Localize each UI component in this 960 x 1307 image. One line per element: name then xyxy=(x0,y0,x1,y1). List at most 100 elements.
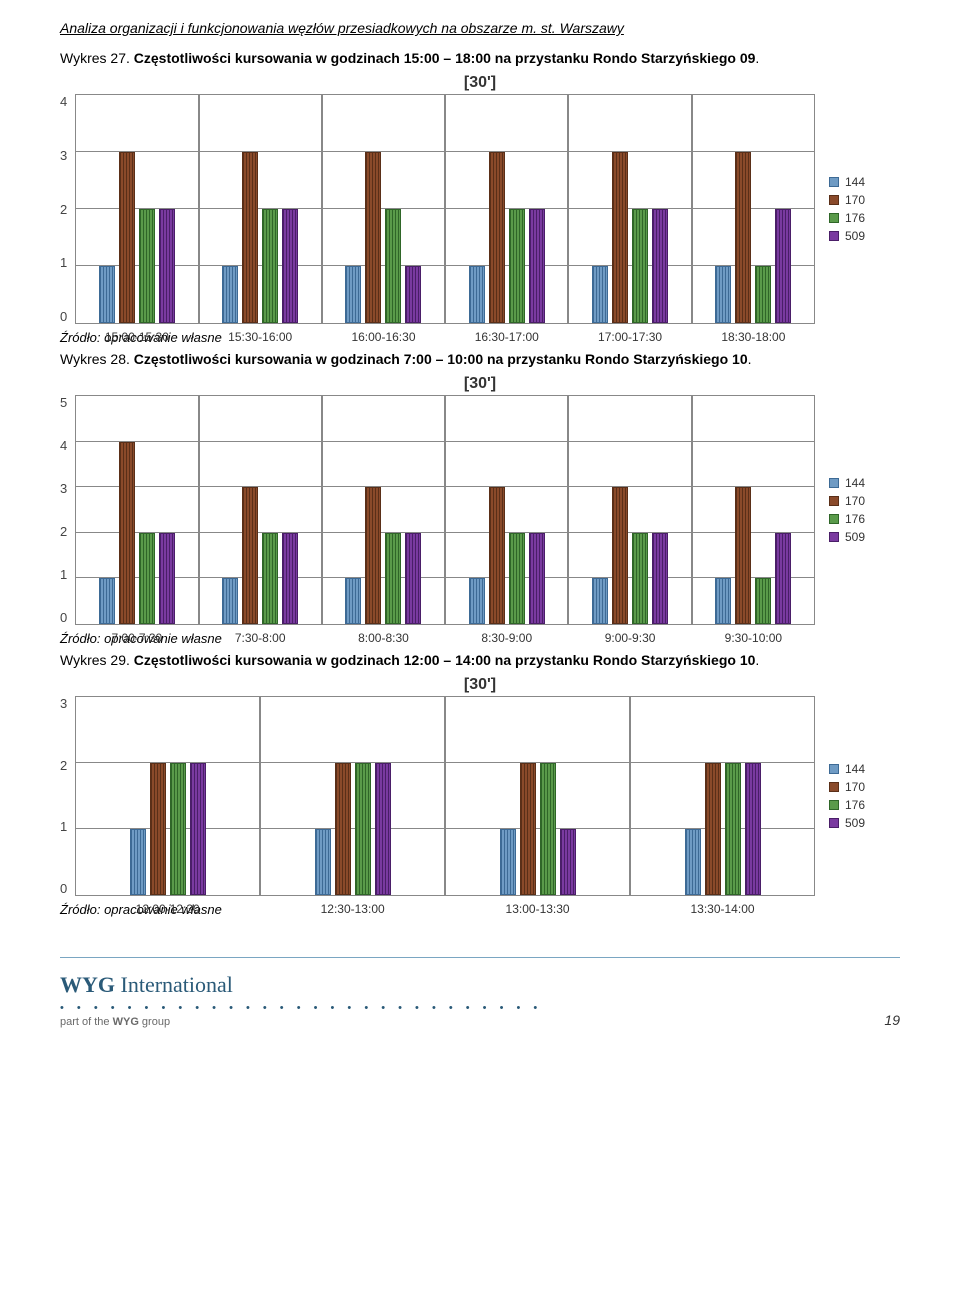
x-axis: 12:00-12:3012:30-13:0013:00-13:3013:30-1… xyxy=(75,902,815,916)
y-tick-label: 3 xyxy=(60,696,67,711)
legend-item: 144 xyxy=(829,175,900,189)
bar xyxy=(489,152,505,323)
bar xyxy=(242,487,258,624)
y-tick-label: 2 xyxy=(60,202,67,217)
bar xyxy=(130,829,146,895)
legend: 144 170 176 509 xyxy=(815,94,900,324)
bar-group xyxy=(693,95,814,323)
brand-rest: International xyxy=(115,972,233,997)
legend-swatch xyxy=(829,818,839,828)
legend-item: 509 xyxy=(829,816,900,830)
bar xyxy=(735,152,751,323)
bar xyxy=(159,533,175,624)
bar xyxy=(150,763,166,895)
legend-item: 170 xyxy=(829,494,900,508)
y-tick-label: 5 xyxy=(60,395,67,410)
legend-item: 176 xyxy=(829,798,900,812)
bar xyxy=(520,763,536,895)
brand: WYG International xyxy=(60,972,542,998)
bar xyxy=(262,209,278,323)
y-tick-label: 2 xyxy=(60,524,67,539)
bar-group xyxy=(446,697,631,895)
bar xyxy=(385,209,401,323)
x-axis: 15:00-15:3015:30-16:0016:00-16:3016:30-1… xyxy=(75,330,815,344)
legend-label: 509 xyxy=(845,229,865,243)
legend-item: 170 xyxy=(829,780,900,794)
x-tick-label: 7:00-7:30 xyxy=(75,631,198,645)
legend-swatch xyxy=(829,764,839,774)
bar-group xyxy=(76,396,199,624)
bar xyxy=(405,533,421,624)
x-tick-label: 16:00-16:30 xyxy=(322,330,445,344)
legend-label: 176 xyxy=(845,512,865,526)
bar xyxy=(242,152,258,323)
bar xyxy=(405,266,421,323)
page-footer: WYG International • • • • • • • • • • • … xyxy=(60,957,900,1028)
bar xyxy=(652,533,668,624)
bar xyxy=(755,578,771,624)
brand-dots: • • • • • • • • • • • • • • • • • • • • … xyxy=(60,1002,542,1014)
legend-item: 176 xyxy=(829,211,900,225)
y-axis: 3210 xyxy=(60,696,75,896)
legend-label: 170 xyxy=(845,780,865,794)
y-axis: 43210 xyxy=(60,94,75,324)
legend-swatch xyxy=(829,213,839,223)
bar-group xyxy=(631,697,814,895)
y-tick-label: 3 xyxy=(60,148,67,163)
bar xyxy=(632,209,648,323)
y-tick-label: 0 xyxy=(60,610,67,625)
chart-caption: Wykres 29. Częstotliwości kursowania w g… xyxy=(60,652,900,668)
legend-swatch xyxy=(829,496,839,506)
chart: [30']4321015:00-15:3015:30-16:0016:00-16… xyxy=(60,74,900,324)
y-tick-label: 1 xyxy=(60,819,67,834)
bar xyxy=(735,487,751,624)
subbrand-bold: WYG xyxy=(113,1016,139,1028)
footer-brand-block: WYG International • • • • • • • • • • • … xyxy=(60,972,542,1028)
bar xyxy=(529,533,545,624)
y-tick-label: 0 xyxy=(60,309,67,324)
bar xyxy=(345,266,361,323)
bar xyxy=(775,209,791,323)
legend-swatch xyxy=(829,478,839,488)
plot-area xyxy=(75,696,815,896)
legend-label: 144 xyxy=(845,175,865,189)
legend-item: 144 xyxy=(829,476,900,490)
brand-bold: WYG xyxy=(60,972,115,997)
plot-area xyxy=(75,395,815,625)
bar xyxy=(560,829,576,895)
bar xyxy=(282,209,298,323)
x-tick-label: 9:30-10:00 xyxy=(692,631,815,645)
legend-label: 170 xyxy=(845,193,865,207)
bar xyxy=(375,763,391,895)
bar xyxy=(715,578,731,624)
bar xyxy=(592,266,608,323)
bar xyxy=(529,209,545,323)
bar xyxy=(262,533,278,624)
bar-group xyxy=(693,396,814,624)
chart: [30']321012:00-12:3012:30-13:0013:00-13:… xyxy=(60,676,900,896)
legend-swatch xyxy=(829,782,839,792)
x-tick-label: 13:00-13:30 xyxy=(445,902,630,916)
y-tick-label: 2 xyxy=(60,758,67,773)
bar-group xyxy=(200,95,323,323)
legend-item: 176 xyxy=(829,512,900,526)
bar xyxy=(469,266,485,323)
bar xyxy=(500,829,516,895)
bar xyxy=(745,763,761,895)
bar xyxy=(725,763,741,895)
legend-swatch xyxy=(829,514,839,524)
bar-group xyxy=(76,697,261,895)
bar xyxy=(509,209,525,323)
legend-label: 144 xyxy=(845,476,865,490)
bar-group xyxy=(446,396,569,624)
bar xyxy=(345,578,361,624)
x-tick-label: 16:30-17:00 xyxy=(445,330,568,344)
page-number: 19 xyxy=(884,1012,900,1028)
chart-title: [30'] xyxy=(60,676,900,694)
bar xyxy=(190,763,206,895)
bar xyxy=(170,763,186,895)
chart: [30']5432107:00-7:307:30-8:008:00-8:308:… xyxy=(60,375,900,625)
bar xyxy=(159,209,175,323)
bar-group xyxy=(446,95,569,323)
bar xyxy=(335,763,351,895)
